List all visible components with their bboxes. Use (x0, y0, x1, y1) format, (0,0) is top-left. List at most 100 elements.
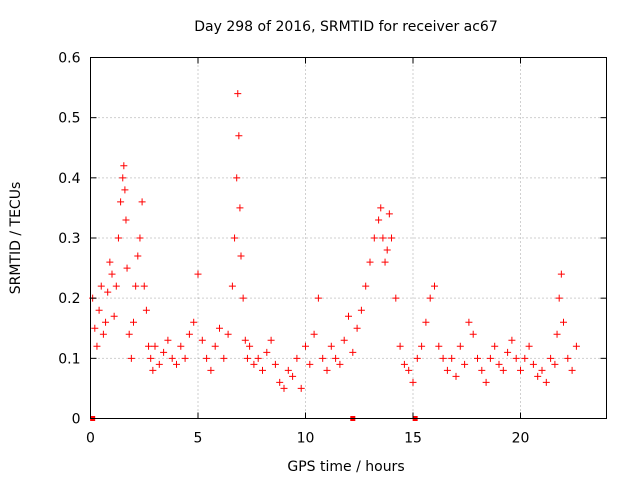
data-point (95, 306, 103, 314)
data-point (435, 342, 443, 350)
data-point (504, 348, 512, 356)
data-point (151, 342, 159, 350)
data-point (443, 366, 451, 374)
data-point (136, 234, 144, 242)
data-point (336, 360, 344, 368)
data-point (267, 336, 275, 344)
data-point (198, 336, 206, 344)
data-point (93, 342, 101, 350)
data-point (469, 330, 477, 338)
data-point (112, 282, 120, 290)
data-point (228, 282, 236, 290)
data-point (560, 318, 567, 326)
data-point (160, 348, 168, 356)
data-point (104, 288, 112, 296)
data-point (289, 372, 297, 380)
data-point (349, 348, 357, 356)
data-point (234, 90, 242, 98)
data-point (224, 330, 232, 338)
data-point (332, 354, 340, 362)
data-point (353, 324, 361, 332)
data-point (553, 330, 561, 338)
data-point (478, 366, 486, 374)
y-tick-label: 0.6 (58, 51, 80, 67)
data-point (99, 330, 107, 338)
data-point (194, 270, 202, 278)
y-axis-ticks: 0 0.1 0.2 0.3 0.4 0.5 0.6 (58, 51, 607, 428)
data-point (521, 354, 529, 362)
data-point (117, 198, 125, 206)
data-point (400, 360, 408, 368)
y-tick-label: 0.4 (58, 171, 80, 187)
y-tick-label: 0 (72, 412, 81, 428)
grid-layer (90, 57, 607, 419)
data-point (276, 378, 284, 386)
data-point (108, 270, 116, 278)
data-point (547, 354, 555, 362)
x-tick-label: 20 (512, 431, 530, 447)
data-point (495, 360, 503, 368)
data-point (366, 258, 374, 266)
data-point (564, 354, 572, 362)
plot-frame (90, 57, 607, 419)
data-point (557, 270, 565, 278)
data-point (284, 366, 292, 374)
data-point (239, 294, 247, 302)
data-point (452, 372, 460, 380)
x-tick-label: 10 (297, 431, 315, 447)
data-point (203, 354, 211, 362)
data-point (461, 360, 469, 368)
data-point (102, 318, 110, 326)
data-point (310, 330, 318, 338)
data-point (138, 198, 146, 206)
y-tick-label: 0.2 (58, 291, 80, 307)
data-point (123, 264, 131, 272)
data-point (106, 258, 114, 266)
data-point (377, 204, 385, 212)
data-point (293, 354, 301, 362)
chart-title: Day 298 of 2016, SRMTID for receiver ac6… (194, 19, 498, 35)
data-point (357, 306, 365, 314)
data-point (396, 342, 404, 350)
data-point (177, 342, 185, 350)
data-point (140, 282, 148, 290)
x-axis-label: GPS time / hours (287, 459, 404, 475)
data-point (409, 378, 417, 386)
data-point (220, 354, 228, 362)
y-tick-label: 0.3 (58, 231, 80, 247)
data-point (241, 336, 249, 344)
data-point (119, 174, 127, 182)
data-point (314, 294, 322, 302)
data-point (297, 384, 305, 392)
data-point (345, 312, 352, 320)
data-point (120, 162, 128, 170)
data-point (145, 342, 153, 350)
data-point (508, 336, 516, 344)
data-point (517, 366, 524, 374)
data-point (319, 354, 327, 362)
data-point (250, 360, 258, 368)
data-point (216, 324, 223, 332)
data-point (362, 282, 370, 290)
y-axis-label: SRMTID / TECUs (8, 182, 24, 295)
data-point (418, 342, 426, 350)
data-point (555, 294, 563, 302)
data-point (254, 354, 262, 362)
data-point (323, 366, 331, 374)
data-point (572, 342, 580, 350)
data-point (525, 342, 533, 350)
data-point (448, 354, 456, 362)
data-point (474, 354, 481, 362)
data-point (568, 366, 576, 374)
data-point (465, 318, 473, 326)
data-point (233, 174, 241, 182)
data-point (482, 378, 490, 386)
data-point (132, 282, 140, 290)
data-point (149, 366, 157, 374)
data-point (340, 336, 348, 344)
data-point (413, 354, 421, 362)
data-point (499, 366, 507, 374)
y-tick-label: 0.5 (58, 111, 80, 127)
data-point (542, 378, 550, 386)
